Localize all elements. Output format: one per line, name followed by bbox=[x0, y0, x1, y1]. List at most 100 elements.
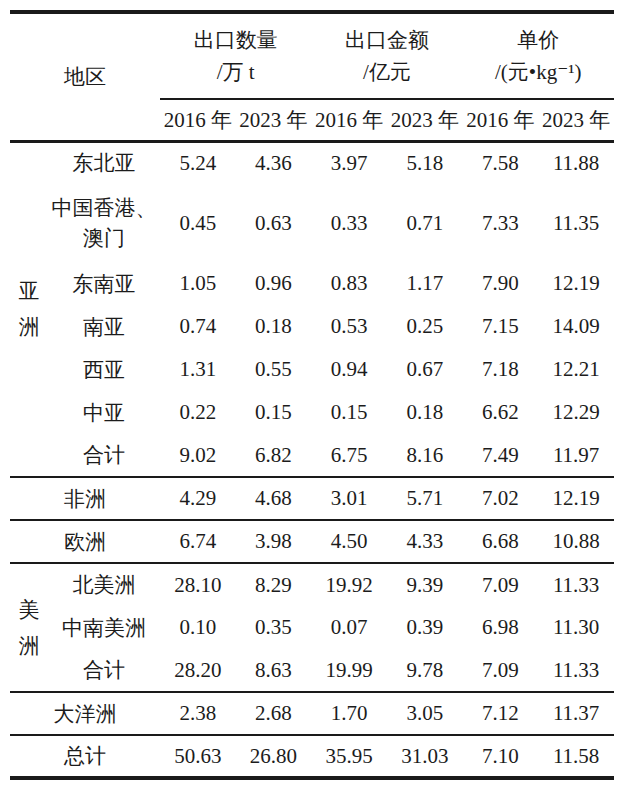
value-cell: 12.29 bbox=[538, 391, 614, 434]
export-quantity-header: 出口数量 /万 t bbox=[160, 12, 311, 99]
year-header: 2016 年 bbox=[311, 99, 387, 141]
region-label: 合计 bbox=[48, 649, 160, 692]
table-body: 亚洲东北亚5.244.363.975.187.5811.88中国香港、澳门0.4… bbox=[10, 141, 614, 778]
table-row: 中亚0.220.150.150.186.6212.29 bbox=[10, 391, 614, 434]
year-header: 2023 年 bbox=[236, 99, 312, 141]
region-label: 东南亚 bbox=[48, 262, 160, 305]
value-cell: 0.53 bbox=[311, 305, 387, 348]
value-cell: 12.19 bbox=[538, 477, 614, 520]
table-row: 美洲北美洲28.108.2919.929.397.0911.33 bbox=[10, 563, 614, 606]
value-cell: 0.94 bbox=[311, 348, 387, 391]
table-row: 亚洲东北亚5.244.363.975.187.5811.88 bbox=[10, 141, 614, 184]
value-cell: 6.75 bbox=[311, 434, 387, 477]
continent-group-char: 洲 bbox=[10, 628, 48, 664]
value-cell: 7.02 bbox=[463, 477, 539, 520]
export-value-unit: /亿元 bbox=[311, 56, 462, 88]
table-row: 中南美洲0.100.350.070.396.9811.30 bbox=[10, 606, 614, 649]
value-cell: 11.97 bbox=[538, 434, 614, 477]
value-cell: 0.33 bbox=[311, 184, 387, 262]
unit-price-unit: /(元•kg⁻¹) bbox=[463, 56, 614, 88]
value-cell: 11.33 bbox=[538, 563, 614, 606]
value-cell: 19.99 bbox=[311, 649, 387, 692]
table-row: 南亚0.740.180.530.257.1514.09 bbox=[10, 305, 614, 348]
export-quantity-unit: /万 t bbox=[160, 56, 311, 88]
export-statistics-table: 地区 出口数量 /万 t 出口金额 /亿元 单价 /(元•kg⁻¹) 2016 … bbox=[10, 10, 614, 780]
value-cell: 19.92 bbox=[311, 563, 387, 606]
value-cell: 1.05 bbox=[160, 262, 236, 305]
value-cell: 5.71 bbox=[387, 477, 463, 520]
value-cell: 6.62 bbox=[463, 391, 539, 434]
value-cell: 12.19 bbox=[538, 262, 614, 305]
value-cell: 1.31 bbox=[160, 348, 236, 391]
region-label-line: 东北亚 bbox=[48, 148, 160, 178]
value-cell: 50.63 bbox=[160, 735, 236, 778]
region-label: 总计 bbox=[10, 735, 160, 778]
value-cell: 0.96 bbox=[236, 262, 312, 305]
export-value-title: 出口金额 bbox=[311, 24, 462, 56]
table-row: 非洲4.294.683.015.717.0212.19 bbox=[10, 477, 614, 520]
value-cell: 7.90 bbox=[463, 262, 539, 305]
value-cell: 1.17 bbox=[387, 262, 463, 305]
continent-group-char: 亚 bbox=[10, 273, 48, 309]
region-label: 中南美洲 bbox=[48, 606, 160, 649]
value-cell: 0.67 bbox=[387, 348, 463, 391]
value-cell: 7.33 bbox=[463, 184, 539, 262]
region-label: 大洋洲 bbox=[10, 692, 160, 735]
value-cell: 35.95 bbox=[311, 735, 387, 778]
value-cell: 2.68 bbox=[236, 692, 312, 735]
region-label: 合计 bbox=[48, 434, 160, 477]
region-label: 非洲 bbox=[10, 477, 160, 520]
value-cell: 8.63 bbox=[236, 649, 312, 692]
region-label-line: 中国香港、 bbox=[48, 193, 160, 223]
unit-price-header: 单价 /(元•kg⁻¹) bbox=[463, 12, 614, 99]
value-cell: 6.98 bbox=[463, 606, 539, 649]
value-cell: 7.18 bbox=[463, 348, 539, 391]
region-column-header: 地区 bbox=[10, 12, 160, 141]
region-label-line: 澳门 bbox=[48, 223, 160, 253]
export-quantity-title: 出口数量 bbox=[160, 24, 311, 56]
value-cell: 4.36 bbox=[236, 141, 312, 184]
unit-price-title: 单价 bbox=[463, 24, 614, 56]
region-label-line: 大洋洲 bbox=[10, 699, 160, 729]
value-cell: 1.70 bbox=[311, 692, 387, 735]
region-label-line: 合计 bbox=[48, 655, 160, 685]
region-label: 欧洲 bbox=[10, 520, 160, 563]
value-cell: 7.09 bbox=[463, 563, 539, 606]
value-cell: 0.63 bbox=[236, 184, 312, 262]
value-cell: 4.29 bbox=[160, 477, 236, 520]
value-cell: 2.38 bbox=[160, 692, 236, 735]
value-cell: 0.35 bbox=[236, 606, 312, 649]
value-cell: 7.12 bbox=[463, 692, 539, 735]
year-header: 2016 年 bbox=[463, 99, 539, 141]
continent-group-label: 美洲 bbox=[10, 563, 48, 692]
value-cell: 9.39 bbox=[387, 563, 463, 606]
value-cell: 9.78 bbox=[387, 649, 463, 692]
value-cell: 3.05 bbox=[387, 692, 463, 735]
value-cell: 3.98 bbox=[236, 520, 312, 563]
table-header: 地区 出口数量 /万 t 出口金额 /亿元 单价 /(元•kg⁻¹) 2016 … bbox=[10, 12, 614, 141]
value-cell: 8.29 bbox=[236, 563, 312, 606]
value-cell: 0.18 bbox=[236, 305, 312, 348]
value-cell: 4.33 bbox=[387, 520, 463, 563]
table-row: 欧洲6.743.984.504.336.6810.88 bbox=[10, 520, 614, 563]
value-cell: 4.68 bbox=[236, 477, 312, 520]
region-label-line: 欧洲 bbox=[10, 527, 160, 557]
region-label-line: 北美洲 bbox=[48, 570, 160, 600]
value-cell: 5.18 bbox=[387, 141, 463, 184]
region-label-line: 中南美洲 bbox=[48, 613, 160, 643]
table-row: 中国香港、澳门0.450.630.330.717.3311.35 bbox=[10, 184, 614, 262]
value-cell: 4.50 bbox=[311, 520, 387, 563]
value-cell: 0.07 bbox=[311, 606, 387, 649]
column-group-header-row: 地区 出口数量 /万 t 出口金额 /亿元 单价 /(元•kg⁻¹) bbox=[10, 12, 614, 99]
value-cell: 6.68 bbox=[463, 520, 539, 563]
region-label-line: 南亚 bbox=[48, 312, 160, 342]
value-cell: 11.58 bbox=[538, 735, 614, 778]
region-label: 中国香港、澳门 bbox=[48, 184, 160, 262]
value-cell: 7.15 bbox=[463, 305, 539, 348]
value-cell: 11.30 bbox=[538, 606, 614, 649]
region-label-line: 合计 bbox=[48, 440, 160, 470]
value-cell: 6.74 bbox=[160, 520, 236, 563]
value-cell: 0.10 bbox=[160, 606, 236, 649]
value-cell: 3.97 bbox=[311, 141, 387, 184]
value-cell: 11.37 bbox=[538, 692, 614, 735]
